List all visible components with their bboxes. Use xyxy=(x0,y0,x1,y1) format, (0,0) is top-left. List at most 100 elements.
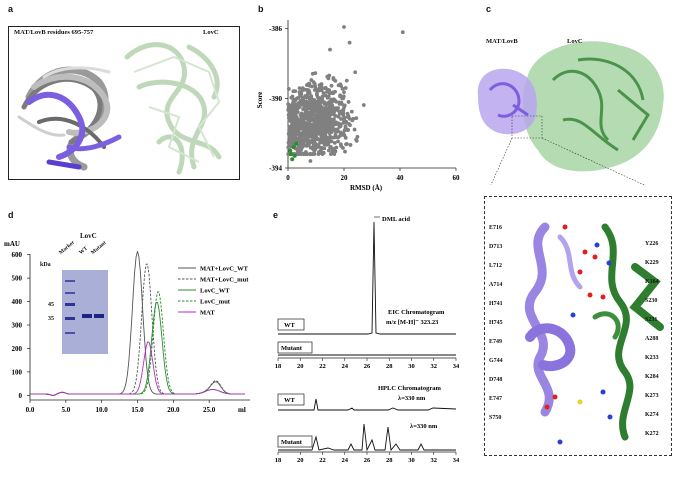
scatter-point xyxy=(333,78,338,83)
scatter-point xyxy=(317,117,321,122)
scatter-point xyxy=(323,131,328,136)
scatter-point xyxy=(318,114,322,119)
scatter-point xyxy=(330,103,335,108)
scatter-point xyxy=(342,115,347,120)
scatter-point xyxy=(320,140,325,145)
scatter-point xyxy=(296,95,300,100)
scatter-point xyxy=(329,139,334,144)
residue-label-left: S750 xyxy=(489,415,502,421)
scatter-point xyxy=(343,124,348,129)
scatter-point xyxy=(346,128,351,132)
scatter-point xyxy=(333,107,338,112)
scatter-point xyxy=(292,103,297,107)
scatter-point xyxy=(335,121,340,126)
y-tick-label: 0 xyxy=(19,392,23,400)
gel-wt-band xyxy=(82,314,92,318)
scatter-point xyxy=(295,149,300,153)
trace-label-mutant-uv: Mutant xyxy=(281,439,303,446)
scatter-point xyxy=(293,89,298,94)
residue-label-right: K272 xyxy=(645,431,659,437)
residue-label-right: K284 xyxy=(645,374,659,380)
legend-entry: LovC_mut xyxy=(200,299,231,306)
x-tick-label: 20.0 xyxy=(167,406,180,414)
scatter-point xyxy=(317,151,322,156)
scatter-point xyxy=(286,102,291,107)
scatter-point xyxy=(294,107,299,112)
scatter-point xyxy=(307,119,312,123)
scatter-point xyxy=(328,145,333,150)
trace-label-mutant-eic: Mutant xyxy=(281,345,303,352)
scatter-point xyxy=(290,106,295,111)
uv-title: HPLC Chromatogram xyxy=(378,385,441,392)
scatter-point xyxy=(325,112,330,116)
scatter-point xyxy=(341,96,346,101)
x-tick-label: 20 xyxy=(297,363,304,370)
scatter-point xyxy=(317,130,321,135)
scatter-point xyxy=(320,94,325,99)
scatter-point xyxy=(289,103,294,108)
x-tick-label: 24 xyxy=(342,457,349,462)
gel-kda-label: kDa xyxy=(40,262,51,268)
scatter-point-best xyxy=(288,148,293,153)
panel-a-letter: a xyxy=(8,4,14,14)
scatter-point xyxy=(307,139,312,144)
scatter-point xyxy=(304,131,309,136)
scatter-point xyxy=(295,132,300,137)
residue-label-left: D713 xyxy=(489,244,503,250)
panel-e-letter: e xyxy=(273,210,279,220)
y-tick-label: -386 xyxy=(269,25,282,33)
scatter-point xyxy=(332,127,337,132)
scatter-point xyxy=(298,126,303,131)
scatter-point xyxy=(296,152,301,156)
residue-label-left: H741 xyxy=(489,301,503,307)
zoom-box xyxy=(511,115,543,139)
scatter-point xyxy=(305,83,309,88)
residue-label-right: K274 xyxy=(645,412,659,418)
trace-label-wt-uv: WT xyxy=(284,397,296,404)
scatter-point xyxy=(355,134,360,139)
x-tick-label: 18 xyxy=(275,457,282,462)
scatter-point xyxy=(301,101,306,106)
x-tick-label: 28 xyxy=(386,457,393,462)
x-tick-label: 24 xyxy=(342,363,349,370)
y-tick-label: -390 xyxy=(269,95,282,103)
scatter-point xyxy=(298,113,303,118)
scatter-point xyxy=(286,105,291,110)
scatter-point xyxy=(343,149,347,154)
scatter-point xyxy=(317,88,322,93)
scatter-point xyxy=(304,108,309,113)
legend: MAT+LovC_WT MAT+LovC_mut LovC_WT LovC_mut MA… xyxy=(178,266,249,317)
scatter-point xyxy=(331,119,335,123)
x-tick-label: 0.0 xyxy=(26,406,35,414)
residue-label-right: K164 xyxy=(645,279,659,285)
scatter-point xyxy=(325,95,330,100)
gel-lane-marker: Marker xyxy=(58,239,77,256)
scatter-point xyxy=(327,131,332,136)
scatter-point xyxy=(318,111,323,116)
scatter-point xyxy=(328,109,333,114)
scatter-point xyxy=(331,76,336,80)
interface-illustration xyxy=(524,222,664,445)
panel-b-letter: b xyxy=(258,4,264,14)
scatter-point xyxy=(336,139,340,144)
scatter-point xyxy=(302,143,306,147)
scatter-point xyxy=(300,96,305,101)
scatter-point xyxy=(313,142,318,146)
x-tick-label: 22 xyxy=(319,457,326,462)
scatter-point xyxy=(288,144,293,149)
scatter-point xyxy=(328,134,333,139)
x-tick-label: 5.0 xyxy=(61,406,70,414)
scatter-point xyxy=(307,132,312,137)
panel-a-lovc-label: LovC xyxy=(203,29,219,36)
scatter-point xyxy=(310,71,315,76)
scatter-point xyxy=(309,94,314,99)
scatter-point xyxy=(309,125,314,130)
scatter-point xyxy=(340,86,345,91)
scatter-point xyxy=(294,117,299,122)
x-tick-label: 18 xyxy=(275,363,282,370)
y-tick-label: 500 xyxy=(12,275,23,283)
scatter-point xyxy=(289,119,294,124)
scatter-point xyxy=(354,116,359,121)
scatter-point xyxy=(323,86,327,91)
residue-label-left: H745 xyxy=(489,320,503,326)
